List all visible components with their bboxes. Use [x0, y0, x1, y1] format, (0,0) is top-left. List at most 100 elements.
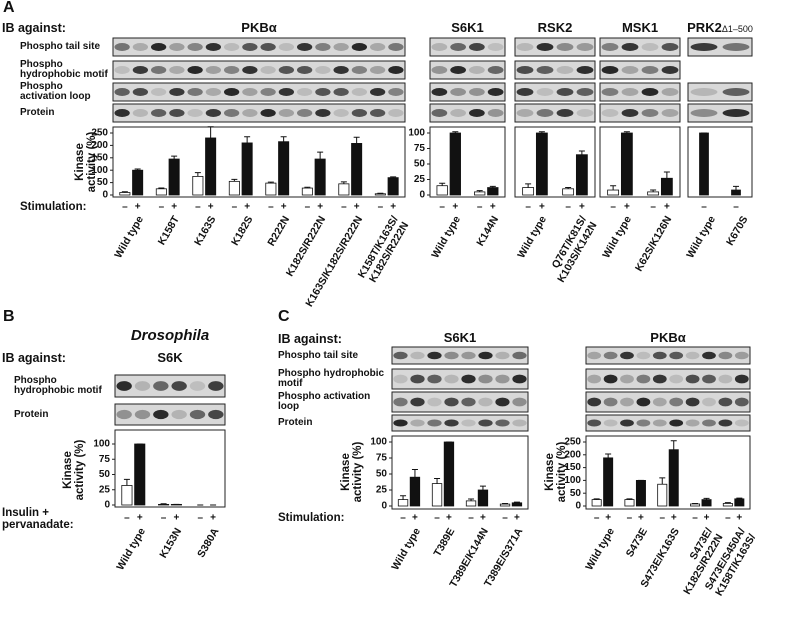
- stimulation-sign: +: [171, 202, 177, 213]
- bar: [607, 189, 620, 196]
- y-axis-label: Kinase activity (%): [544, 441, 568, 503]
- chart-title-text: MSK1: [621, 20, 659, 35]
- ib-label: IB against:: [2, 21, 66, 35]
- stimulation-sign: +: [490, 202, 496, 213]
- blot-band: [369, 109, 386, 117]
- stimulation-sign: +: [281, 202, 287, 213]
- blot-band: [208, 409, 224, 420]
- blot-strip: [585, 414, 751, 432]
- stimulation-sign: +: [173, 513, 179, 524]
- plot-frame: [585, 435, 751, 510]
- blot-band: [641, 88, 659, 96]
- blot-band: [260, 88, 276, 96]
- blot-band: [351, 109, 368, 117]
- blot-band: [351, 66, 368, 74]
- blot-band: [516, 66, 534, 74]
- blot-band: [722, 109, 750, 117]
- bar: [591, 499, 602, 507]
- blot-band: [187, 109, 203, 117]
- blot-band: [636, 351, 651, 360]
- y-tick-label: 100: [91, 165, 108, 176]
- chart-title: MSK1: [621, 20, 659, 35]
- bar: [314, 158, 326, 196]
- blot-band: [702, 419, 716, 427]
- blot-strip: [585, 346, 751, 365]
- blot-band: [315, 66, 331, 74]
- blot-band: [621, 43, 639, 51]
- blot-band: [461, 419, 476, 427]
- blot-row-label: Phospho activation loop: [278, 391, 371, 412]
- bar: [134, 443, 146, 506]
- stimulation-sign: –: [627, 513, 633, 524]
- plot-frame: [514, 126, 596, 198]
- blot-band: [601, 43, 619, 51]
- blot-band: [690, 88, 718, 96]
- blot-band: [718, 419, 733, 427]
- error-bar: [692, 502, 699, 504]
- blot-strip: [687, 37, 753, 57]
- bar: [449, 132, 461, 196]
- chart-title: PRK2Δ1–500: [687, 21, 753, 35]
- blot-band: [461, 397, 476, 407]
- blot-strip: [429, 60, 506, 80]
- blot-band: [315, 88, 331, 96]
- blot-band: [444, 397, 459, 407]
- blot-band: [461, 374, 476, 384]
- blot-band: [223, 66, 240, 74]
- blot-band: [661, 109, 679, 117]
- plot-frame: [687, 126, 753, 198]
- blot-band: [556, 66, 574, 74]
- blot-band: [636, 374, 651, 384]
- blot-band: [208, 381, 224, 391]
- blot-band: [669, 397, 684, 407]
- chart-title-text: S6K: [157, 350, 183, 365]
- stimulation-sign: +: [446, 513, 452, 524]
- blot-band: [242, 88, 258, 96]
- chart-title-text: S6K1: [451, 20, 484, 35]
- stimulation-sign: –: [232, 202, 238, 213]
- blot-band: [169, 88, 185, 96]
- blot-strip: [114, 374, 226, 398]
- chart-title: S6K1: [451, 20, 484, 35]
- error-bar: [353, 136, 360, 144]
- blot-band: [223, 88, 240, 96]
- error-bar: [659, 477, 666, 485]
- bar: [535, 132, 548, 196]
- stimulation-sign: +: [135, 202, 141, 213]
- blot-row-label: Protein: [20, 107, 55, 118]
- stimulation-sign: +: [412, 513, 418, 524]
- plot-frame: [114, 429, 226, 508]
- blot-band: [702, 351, 716, 360]
- blot-band: [427, 374, 442, 384]
- y-tick-label: 50: [99, 469, 111, 480]
- blot-band: [205, 88, 222, 96]
- error-bar: [565, 187, 572, 189]
- blot-band: [661, 88, 679, 96]
- stimulation-label: Stimulation:: [20, 201, 87, 213]
- bar: [228, 180, 240, 196]
- error-bar: [502, 502, 509, 505]
- blot-band: [393, 419, 408, 427]
- blot-band: [669, 351, 684, 360]
- blot-band: [223, 109, 240, 117]
- stimulation-sign: –: [197, 513, 203, 524]
- blot-band: [512, 374, 527, 384]
- blot-band: [369, 43, 386, 51]
- blot-band: [556, 88, 574, 96]
- stimulation-sign: –: [650, 202, 656, 213]
- blot-band: [427, 397, 442, 407]
- blot-strip: [514, 37, 596, 57]
- blot-band: [369, 66, 386, 74]
- blot-band: [260, 109, 276, 117]
- blot-band: [516, 109, 534, 117]
- blot-strip: [391, 368, 529, 390]
- blot-strip: [112, 82, 406, 102]
- bar: [522, 187, 535, 196]
- chart-title-subscript: Δ1–500: [721, 24, 753, 34]
- error-bar: [663, 171, 670, 179]
- blot-band: [685, 351, 700, 360]
- bar: [487, 187, 499, 196]
- blot-band: [296, 88, 313, 96]
- blot-band: [444, 419, 459, 427]
- blot-band: [169, 109, 185, 117]
